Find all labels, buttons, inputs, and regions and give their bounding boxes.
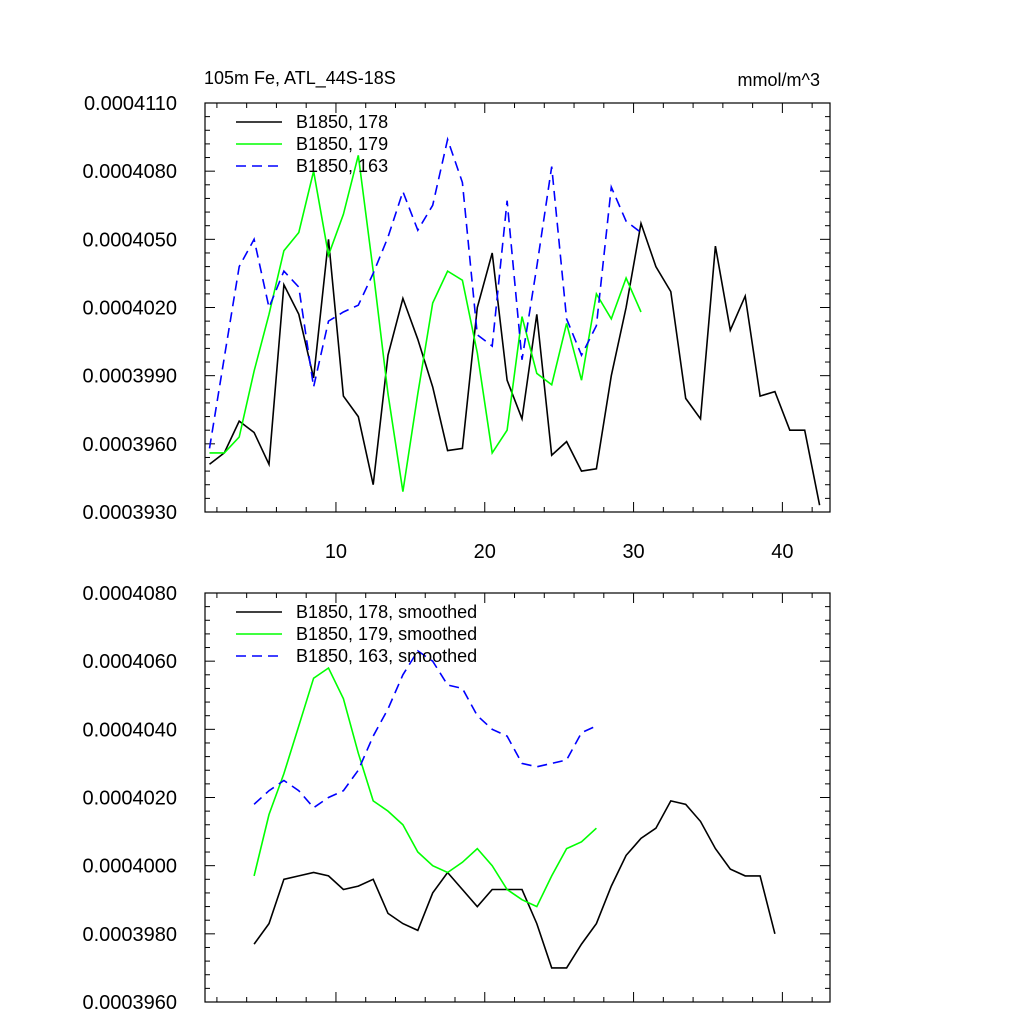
x-tick-label: 10 (325, 541, 347, 563)
series-line-1 (253, 799, 776, 969)
y-tick-label: 0.0003980 (82, 924, 177, 946)
y-tick-label: 0.0003960 (82, 434, 177, 456)
top-panel: 105m Fe, ATL_44S-18S mmol/m^3 0.0003930 0… (82, 68, 831, 563)
y-tick-label: 0.0004050 (82, 229, 177, 251)
legend-label-1: B1850, 178, smoothed (296, 602, 477, 622)
y-tick-label: 0.0004020 (82, 788, 177, 810)
y-tick-label: 0.0003930 (82, 502, 177, 524)
series-line-2 (253, 666, 597, 908)
chart-title-left: 105m Fe, ATL_44S-18S (204, 68, 396, 89)
legend-label-3: B1850, 163 (296, 156, 388, 176)
y-tick-label: 0.0004110 (84, 93, 177, 115)
chart-units-label: mmol/m^3 (738, 70, 820, 90)
legend-label-2: B1850, 179 (296, 134, 388, 154)
y-tick-label: 0.0004080 (82, 583, 177, 605)
y-tick-label: 0.0004040 (82, 719, 177, 741)
x-tick-label: 20 (474, 541, 496, 563)
x-tick-label: 40 (771, 541, 793, 563)
y-tick-label: 0.0004020 (82, 298, 177, 320)
legend-label-2: B1850, 179, smoothed (296, 624, 477, 644)
legend-label-3: B1850, 163, smoothed (296, 646, 477, 666)
y-tick-label: 0.0003990 (82, 366, 177, 388)
series-line-3 (253, 649, 597, 809)
legend-label-1: B1850, 178 (296, 112, 388, 132)
y-tick-label: 0.0004080 (82, 161, 177, 183)
y-tick-label: 0.0004000 (82, 856, 177, 878)
bottom-panel: 0.0003960 0.0003980 0.0004000 0.0004020 0.00… (82, 583, 831, 1014)
x-tick-label: 30 (622, 541, 644, 563)
series-line-3 (208, 136, 642, 449)
series-line-1 (209, 220, 821, 506)
y-tick-label: 0.0003960 (82, 992, 177, 1014)
y-tick-label: 0.0004060 (82, 651, 177, 673)
series-line-2 (209, 155, 642, 492)
